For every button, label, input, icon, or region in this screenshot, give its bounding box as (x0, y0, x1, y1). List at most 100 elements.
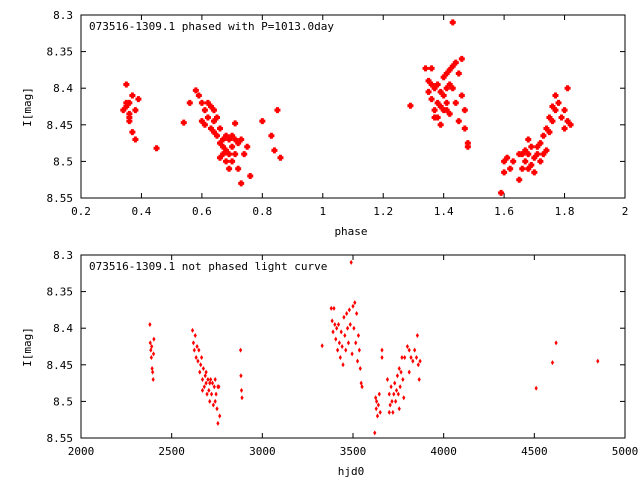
data-point (554, 340, 558, 346)
data-point (220, 151, 227, 158)
x-axis-label: phase (334, 225, 367, 238)
data-point (596, 358, 600, 364)
data-point (458, 92, 465, 99)
data-point (214, 391, 218, 397)
data-point (214, 132, 220, 139)
x-tick-label: 4500 (521, 445, 548, 458)
x-tick-label: 2500 (158, 445, 185, 458)
data-point (405, 344, 409, 349)
data-point (394, 387, 399, 393)
data-point (534, 385, 538, 391)
data-point (201, 107, 208, 114)
data-point (204, 369, 208, 375)
data-point (194, 354, 198, 360)
data-point (501, 169, 508, 176)
data-point (516, 176, 523, 183)
x-tick-label: 0.4 (132, 205, 152, 218)
data-point (195, 344, 199, 349)
data-point (132, 107, 139, 114)
data-point (123, 99, 130, 106)
data-point (274, 107, 281, 114)
x-tick-label: 0.8 (252, 205, 272, 218)
data-point (216, 384, 220, 390)
y-tick-label: 8.55 (47, 192, 74, 205)
data-point (425, 88, 432, 95)
data-point (348, 322, 352, 328)
plot-frame (80, 254, 626, 439)
data-point (440, 92, 447, 99)
data-point (400, 354, 404, 360)
data-point (213, 398, 217, 404)
data-point (402, 395, 406, 401)
data-point (428, 96, 435, 103)
data-point (339, 329, 343, 335)
data-point (455, 118, 462, 125)
data-point (239, 387, 244, 393)
data-point (345, 325, 350, 331)
data-point (516, 151, 523, 158)
data-point (507, 165, 514, 172)
data-point (211, 402, 215, 408)
data-point (204, 99, 211, 106)
data-point (207, 387, 211, 393)
data-points (120, 19, 574, 196)
data-point (522, 158, 529, 165)
data-point (337, 340, 341, 346)
data-point (543, 147, 550, 154)
data-point (151, 351, 156, 357)
data-point (546, 129, 553, 136)
data-point (407, 369, 411, 375)
data-point (205, 391, 209, 397)
data-point (443, 107, 450, 114)
data-point (238, 347, 243, 353)
data-point (537, 158, 544, 165)
data-point (434, 81, 441, 88)
data-point (549, 118, 556, 125)
data-point (220, 136, 227, 143)
data-point (226, 151, 233, 158)
data-point (196, 358, 200, 364)
data-point (152, 336, 156, 342)
data-point (550, 360, 555, 366)
data-point (510, 158, 517, 165)
data-point (425, 77, 432, 84)
data-point (334, 336, 338, 342)
data-point (377, 391, 381, 397)
y-tick-label: 8.3 (53, 9, 73, 22)
y-tick-label: 8.35 (47, 46, 74, 59)
x-tick-label: 5000 (612, 445, 639, 458)
data-point (397, 365, 401, 371)
data-point (416, 362, 420, 368)
data-point (437, 88, 444, 95)
data-point (345, 311, 349, 317)
data-point (411, 358, 415, 364)
data-point (359, 380, 363, 386)
plot-frame (80, 14, 626, 199)
chart-title: 073516-1309.1 phased with P=1013.0day (89, 20, 334, 33)
data-point (204, 114, 211, 121)
data-point (148, 322, 152, 328)
x-tick-label: 1.4 (434, 205, 454, 218)
data-point (352, 325, 356, 331)
data-point (558, 114, 565, 121)
data-point (207, 125, 214, 132)
data-point (549, 103, 556, 110)
data-point (331, 329, 335, 335)
data-point (461, 125, 468, 132)
data-point (373, 430, 377, 436)
data-point (354, 340, 358, 346)
data-point (338, 354, 342, 360)
data-point (239, 373, 243, 379)
data-point (340, 344, 344, 349)
data-point (198, 118, 205, 125)
x-tick-label: 4000 (430, 445, 457, 458)
data-point (422, 65, 429, 72)
data-point (446, 66, 453, 73)
data-point (528, 143, 535, 150)
data-point (452, 59, 459, 66)
data-point (208, 380, 212, 386)
data-point (223, 132, 230, 139)
chart-title: 073516-1309.1 not phased light curve (89, 260, 327, 273)
data-point (446, 81, 453, 88)
data-point (330, 318, 334, 324)
